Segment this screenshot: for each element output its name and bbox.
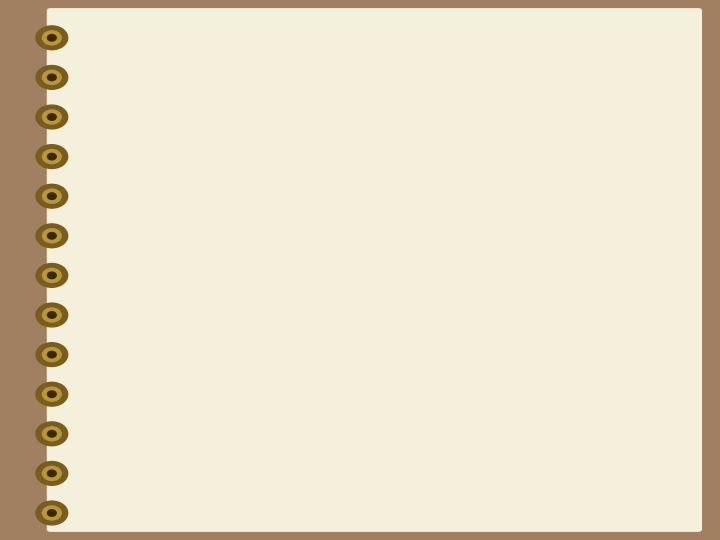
Text: Get Num1
Get Num2
Get Num3: Get Num1 Get Num2 Get Num3 xyxy=(531,146,577,178)
Text: Give Sum1
Give Average: Give Sum1 Give Average xyxy=(524,352,585,372)
FancyBboxPatch shape xyxy=(503,45,606,96)
Text: Start
AVG3: Start AVG3 xyxy=(542,60,567,80)
Text: Find the sum and average of three given
    numbers: Find the sum and average of three given … xyxy=(104,146,410,174)
Polygon shape xyxy=(490,336,619,388)
Text: DEFINITION:: DEFINITION: xyxy=(104,318,181,331)
Text: Finish
AVG3: Finish AVG3 xyxy=(541,454,567,475)
Polygon shape xyxy=(490,137,619,188)
Text: NAME:AVG3: NAME:AVG3 xyxy=(104,208,179,221)
Text: GIVENS:Num1, Num2, Num3: GIVENS:Num1, Num2, Num3 xyxy=(104,245,284,258)
Text: AVG3(Num1, Num2, Num3): AVG3(Num1, Num2, Num3) xyxy=(104,392,300,404)
Text: Sum & Average :=: Sum & Average := xyxy=(104,355,233,368)
FancyBboxPatch shape xyxy=(484,237,624,282)
Text: Algorithm 1.4: Algorithm 1.4 xyxy=(126,65,417,107)
Text: RESULTS:Sum , Average: RESULTS:Sum , Average xyxy=(104,281,255,294)
FancyBboxPatch shape xyxy=(503,438,606,490)
Text: Let Sum = Num1 + Num2 + Num3
Let Average = Sum/3: Let Sum = Num1 + Num2 + Num3 Let Average… xyxy=(481,249,628,269)
